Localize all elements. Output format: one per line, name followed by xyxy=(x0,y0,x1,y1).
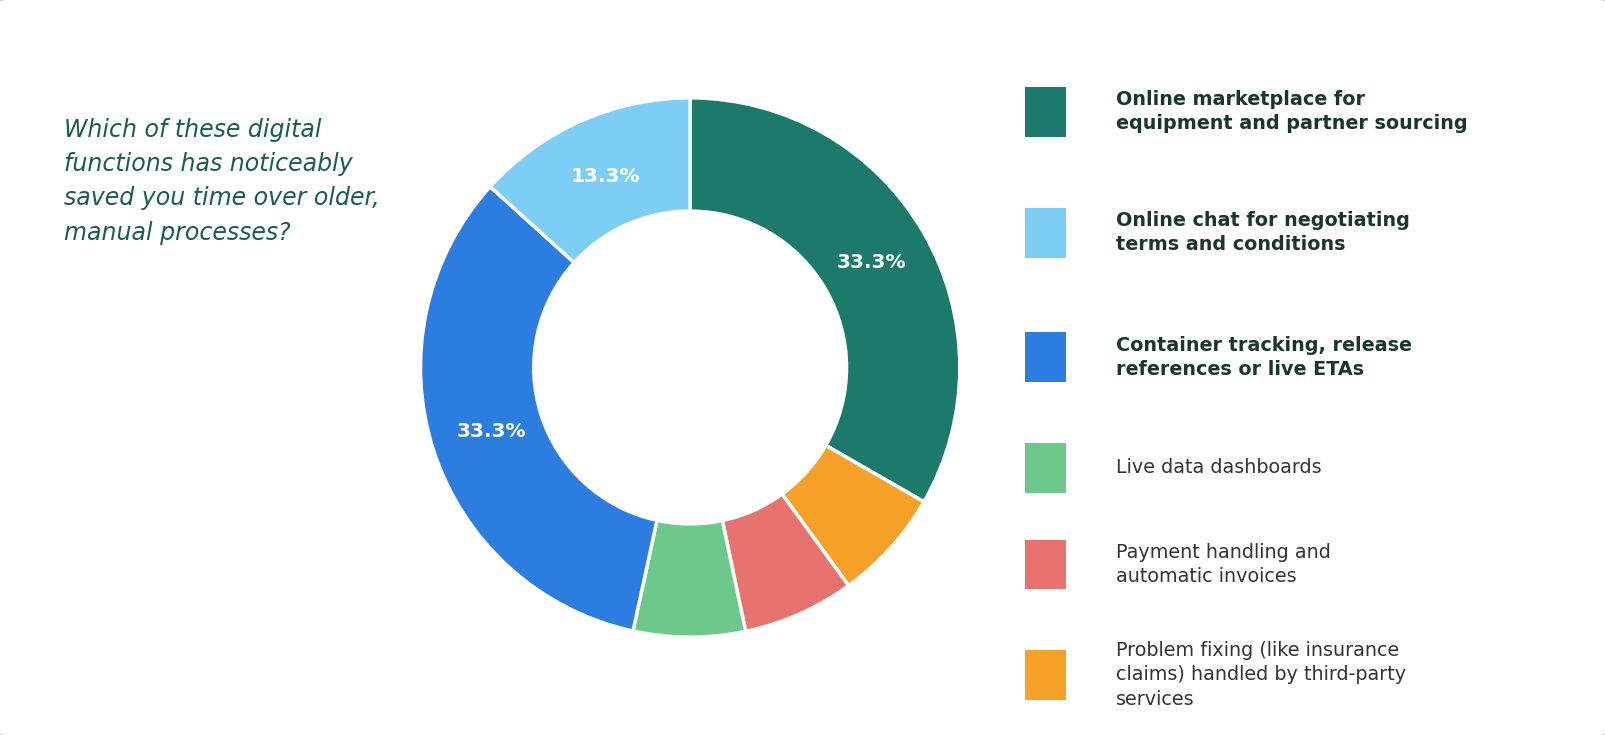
Text: Online marketplace for
equipment and partner sourcing: Online marketplace for equipment and par… xyxy=(1115,90,1467,134)
FancyBboxPatch shape xyxy=(1026,650,1066,700)
Wedge shape xyxy=(782,445,924,586)
Wedge shape xyxy=(722,494,849,631)
Text: Container tracking, release
references or live ETAs: Container tracking, release references o… xyxy=(1115,335,1412,379)
Wedge shape xyxy=(490,98,690,262)
Text: Live data dashboards: Live data dashboards xyxy=(1115,458,1321,477)
Text: Which of these digital
functions has noticeably
saved you time over older,
manua: Which of these digital functions has not… xyxy=(64,118,380,245)
FancyBboxPatch shape xyxy=(1026,442,1066,492)
FancyBboxPatch shape xyxy=(1026,332,1066,382)
Text: Payment handling and
automatic invoices: Payment handling and automatic invoices xyxy=(1115,542,1331,586)
Text: Online chat for negotiating
terms and conditions: Online chat for negotiating terms and co… xyxy=(1115,211,1409,254)
FancyBboxPatch shape xyxy=(1026,208,1066,258)
Wedge shape xyxy=(421,187,656,631)
FancyBboxPatch shape xyxy=(1026,87,1066,137)
Wedge shape xyxy=(632,520,746,637)
FancyBboxPatch shape xyxy=(1026,539,1066,589)
Text: 13.3%: 13.3% xyxy=(570,167,640,186)
Text: 33.3%: 33.3% xyxy=(836,254,905,273)
Text: 33.3%: 33.3% xyxy=(456,422,526,441)
Text: Problem fixing (like insurance
claims) handled by third-party
services: Problem fixing (like insurance claims) h… xyxy=(1115,641,1406,709)
Wedge shape xyxy=(690,98,960,502)
